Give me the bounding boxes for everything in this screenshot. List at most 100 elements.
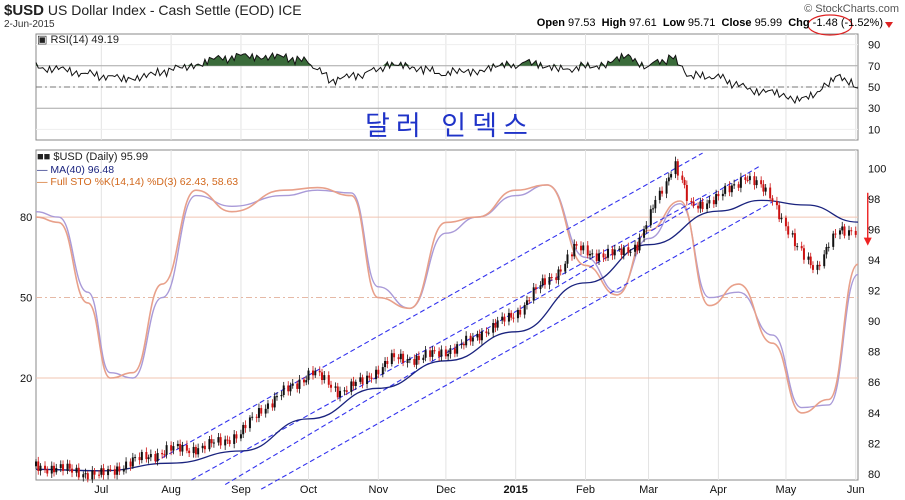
- candle-body: [512, 317, 515, 319]
- candle-body: [667, 177, 670, 182]
- candle-body: [622, 247, 625, 255]
- candle-body: [66, 463, 69, 471]
- candle-body: [163, 454, 166, 456]
- candle-body: [501, 316, 504, 321]
- candle-body: [138, 457, 141, 461]
- low-value: 95.71: [687, 17, 716, 29]
- candle-body: [248, 417, 251, 429]
- candle-body: [674, 161, 677, 175]
- candle-body: [519, 309, 522, 315]
- candle-body: [791, 233, 794, 235]
- candle-body: [582, 245, 585, 251]
- ma-legend-text: MA(40) 96.48: [50, 164, 115, 176]
- candle-body: [447, 353, 450, 357]
- candle-body: [264, 408, 267, 414]
- candle-body: [733, 184, 736, 186]
- candle-body: [255, 416, 258, 418]
- x-tick-label: Aug: [161, 484, 181, 496]
- candle-body: [456, 344, 459, 354]
- candle-body: [424, 350, 427, 358]
- candle-body: [634, 244, 637, 252]
- candle-body: [793, 233, 796, 247]
- candle-body: [775, 201, 778, 206]
- candle-body: [402, 353, 405, 363]
- candle-body: [140, 451, 143, 461]
- trend-channel-line: [260, 201, 773, 490]
- x-tick-label: May: [776, 484, 797, 496]
- candle-body: [838, 230, 841, 235]
- candle-body: [393, 353, 396, 358]
- candle-body: [559, 269, 562, 272]
- chg-highlight-circle: [807, 14, 853, 36]
- candle-body: [302, 379, 305, 383]
- candle-body: [98, 474, 101, 476]
- symbol-name: US Dollar Index - Cash Settle (EOD): [47, 2, 275, 18]
- candle-body: [375, 369, 378, 380]
- trend-channel-line: [155, 152, 703, 463]
- low-label: Low: [662, 17, 685, 29]
- candle-body: [841, 226, 844, 231]
- candle-body: [224, 439, 227, 446]
- candle-body: [233, 434, 236, 444]
- candle-body: [444, 349, 447, 357]
- candle-body: [611, 249, 614, 256]
- price-y-tick: 98: [868, 194, 880, 206]
- candle-body: [390, 353, 393, 364]
- candle-body: [217, 437, 220, 443]
- candle-body: [478, 333, 481, 341]
- candle-body: [156, 452, 159, 462]
- candle-body: [598, 253, 601, 262]
- candle-body: [84, 473, 87, 475]
- candle-body: [321, 372, 324, 381]
- candle-body: [809, 256, 812, 266]
- candle-body: [212, 442, 215, 444]
- candle-body: [854, 230, 857, 235]
- annotation-text: 달러 인덱스: [365, 111, 534, 142]
- candle-body: [665, 181, 668, 194]
- candle-body: [280, 394, 283, 397]
- candle-body: [739, 177, 742, 188]
- price-y-tick: 88: [868, 347, 880, 359]
- candle-body: [147, 457, 150, 460]
- candle-body: [188, 450, 191, 454]
- candle-body: [607, 249, 610, 258]
- rsi-y-tick: 10: [868, 124, 880, 136]
- candle-body: [717, 194, 720, 197]
- candle-body: [827, 246, 830, 248]
- candle-body: [381, 367, 384, 375]
- candle-body: [760, 180, 763, 185]
- candle-body: [706, 203, 709, 210]
- candle-body: [570, 254, 573, 257]
- candle-body: [701, 201, 704, 210]
- candle-body: [50, 465, 53, 474]
- candle-body: [282, 385, 285, 395]
- close-value: 95.99: [754, 17, 783, 29]
- candle-body: [39, 465, 42, 471]
- candle-body: [769, 187, 772, 199]
- price-y-tick: 94: [868, 255, 880, 267]
- candle-body: [532, 287, 535, 301]
- high-value: 97.61: [629, 17, 657, 29]
- rsi-overbought-fill: [36, 53, 858, 66]
- candle-body: [386, 360, 389, 364]
- candle-body: [422, 357, 425, 360]
- candle-body: [181, 445, 184, 452]
- candle-body: [201, 445, 204, 449]
- candle-body: [192, 446, 195, 454]
- candle-body: [762, 184, 765, 192]
- candle-body: [185, 445, 188, 451]
- candle-body: [543, 278, 546, 285]
- down-arrow-head: [863, 237, 872, 246]
- symbol-label: $USD: [4, 2, 45, 19]
- price-frame: [35, 149, 859, 481]
- candle-body: [523, 304, 526, 315]
- candle-body: [721, 193, 724, 197]
- candle-body: [658, 190, 661, 200]
- candle-body: [273, 396, 276, 408]
- candle-body: [336, 386, 339, 398]
- candle-body: [629, 251, 632, 253]
- candle-body: [676, 161, 679, 176]
- candle-body: [406, 359, 409, 363]
- price-legend: ■■ $USD (Daily) 95.99: [37, 151, 149, 163]
